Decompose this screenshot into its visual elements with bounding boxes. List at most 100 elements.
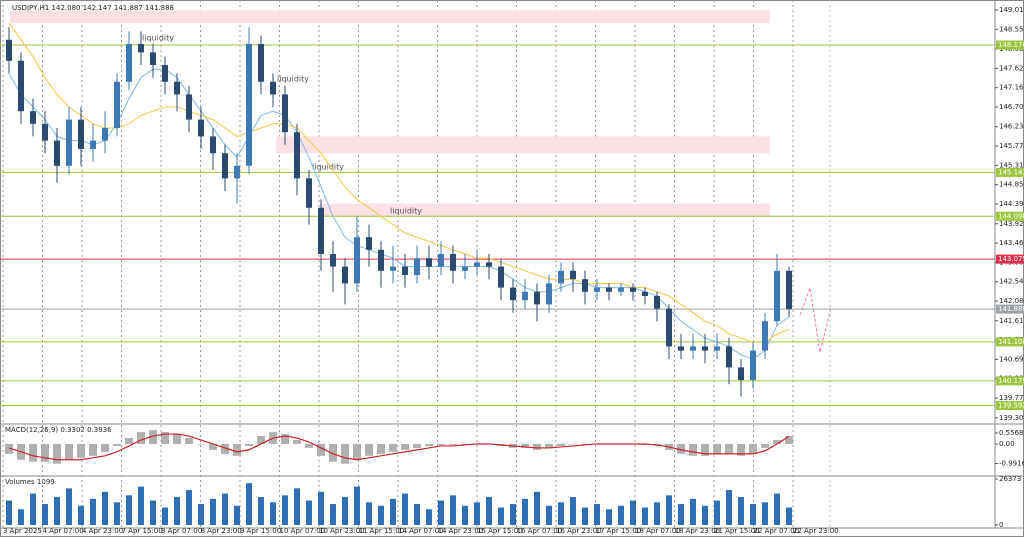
candle-body — [306, 178, 312, 208]
macd-bar — [149, 430, 157, 444]
volume-bar — [318, 491, 324, 525]
candle-body — [738, 367, 744, 380]
candle-body — [642, 291, 648, 296]
y-tick-label: -0.9916 — [999, 460, 1024, 468]
macd-bar — [689, 443, 697, 456]
macd-bar — [89, 443, 97, 456]
y-tick-label: 145.770 — [999, 142, 1024, 150]
volume-bar — [354, 486, 360, 525]
volume-bar — [438, 500, 444, 525]
candle-body — [714, 346, 720, 351]
candle-body — [366, 237, 372, 250]
candle-body — [210, 136, 216, 154]
macd-bar — [209, 443, 217, 450]
zone — [276, 136, 770, 154]
volume-bar — [522, 498, 528, 525]
volume-bar — [186, 490, 192, 525]
macd-bar — [557, 443, 565, 446]
y-tick-label: 144.850 — [999, 181, 1024, 189]
x-tick-label: 9 Apr 15:00 — [240, 527, 281, 535]
macd-bar — [749, 443, 757, 454]
x-tick-label: 18 Apr 23:00 — [675, 527, 721, 535]
macd-bar — [341, 443, 349, 464]
candle-body — [234, 165, 240, 179]
volume-bar — [54, 497, 60, 525]
volume-bar — [366, 502, 372, 525]
volume-bar — [774, 493, 780, 525]
volume-bar — [114, 502, 120, 525]
candle-body — [702, 346, 708, 351]
y-tick-label: 0.5568 — [999, 429, 1024, 437]
level-label: 139.592 — [998, 402, 1024, 410]
macd-bar — [461, 443, 469, 445]
candle-body — [114, 81, 120, 128]
volume-bar — [210, 498, 216, 525]
macd-bar — [293, 440, 301, 444]
volume-bar — [666, 495, 672, 525]
projection — [799, 286, 832, 353]
candle-body — [486, 262, 492, 267]
candle-body — [18, 60, 24, 112]
macd-bar — [5, 443, 13, 454]
macd-bar — [233, 443, 241, 456]
volume-bar — [726, 490, 732, 525]
volume-bar — [246, 483, 252, 525]
candle-body — [186, 94, 192, 120]
candle-body — [774, 270, 780, 322]
candle-body — [654, 296, 660, 309]
y-tick-label: 147.160 — [999, 84, 1024, 92]
volume-bar — [546, 505, 552, 525]
volume-bar — [18, 509, 24, 525]
candle-body — [330, 254, 336, 267]
x-tick-label: 22 Apr 07:00 — [754, 527, 800, 535]
volume-bar — [222, 493, 228, 525]
ma-line — [8, 22, 790, 343]
y-tick-label: 145.310 — [999, 161, 1024, 169]
x-tick-label: 7 Apr 15:00 — [122, 527, 163, 535]
macd-bar — [353, 443, 361, 460]
x-tick-label: 3 Apr 2025 — [3, 527, 42, 535]
volume-bar — [66, 488, 72, 525]
candle-body — [198, 119, 204, 137]
y-tick-label: 148.550 — [999, 25, 1024, 33]
candle-body — [594, 287, 600, 292]
zone — [320, 203, 770, 217]
level-box — [996, 304, 1024, 314]
volume-bar — [90, 498, 96, 525]
macd-bar — [437, 443, 445, 445]
zone — [10, 10, 770, 23]
level-box — [996, 337, 1024, 347]
y-tick-label: 144.390 — [999, 200, 1024, 208]
macd-bar — [53, 443, 61, 464]
macd-bar — [389, 443, 397, 452]
volume-bar — [654, 502, 660, 525]
volume-bar — [678, 504, 684, 525]
macd-bar — [281, 434, 289, 444]
volume-bar — [630, 500, 636, 525]
macd-bar — [317, 443, 325, 456]
volume-bar — [786, 507, 792, 525]
macd-bar — [413, 443, 421, 448]
macd-bar — [569, 443, 577, 445]
chart-title: USDJPY,H1 142.080 142.147 141.887 141.88… — [12, 4, 174, 12]
volume-bar — [390, 498, 396, 525]
volume-bar — [126, 495, 132, 525]
macd-title: MACD(12,26,9) 0.3302 0.3936 — [5, 426, 112, 434]
macd-bar — [257, 436, 265, 444]
candle-body — [450, 254, 456, 271]
candle-body — [6, 39, 12, 61]
macd-bar — [41, 443, 49, 462]
level-box — [996, 254, 1024, 264]
macd-bar — [737, 443, 745, 456]
volume-title: Volumes 1099 — [5, 478, 55, 486]
candle-body — [426, 258, 432, 267]
level-label: 148.176 — [998, 41, 1024, 49]
x-tick-label: 21 Apr 15:00 — [714, 527, 760, 535]
volume-bar — [234, 505, 240, 525]
x-tick-label: 16 Apr 07:00 — [517, 527, 563, 535]
y-tick-label: 0.00 — [999, 440, 1015, 448]
y-tick-label: 142.540 — [999, 278, 1024, 286]
candle-body — [258, 44, 264, 82]
